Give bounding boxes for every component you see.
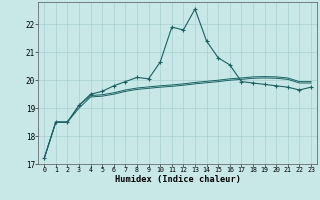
X-axis label: Humidex (Indice chaleur): Humidex (Indice chaleur) (115, 175, 241, 184)
